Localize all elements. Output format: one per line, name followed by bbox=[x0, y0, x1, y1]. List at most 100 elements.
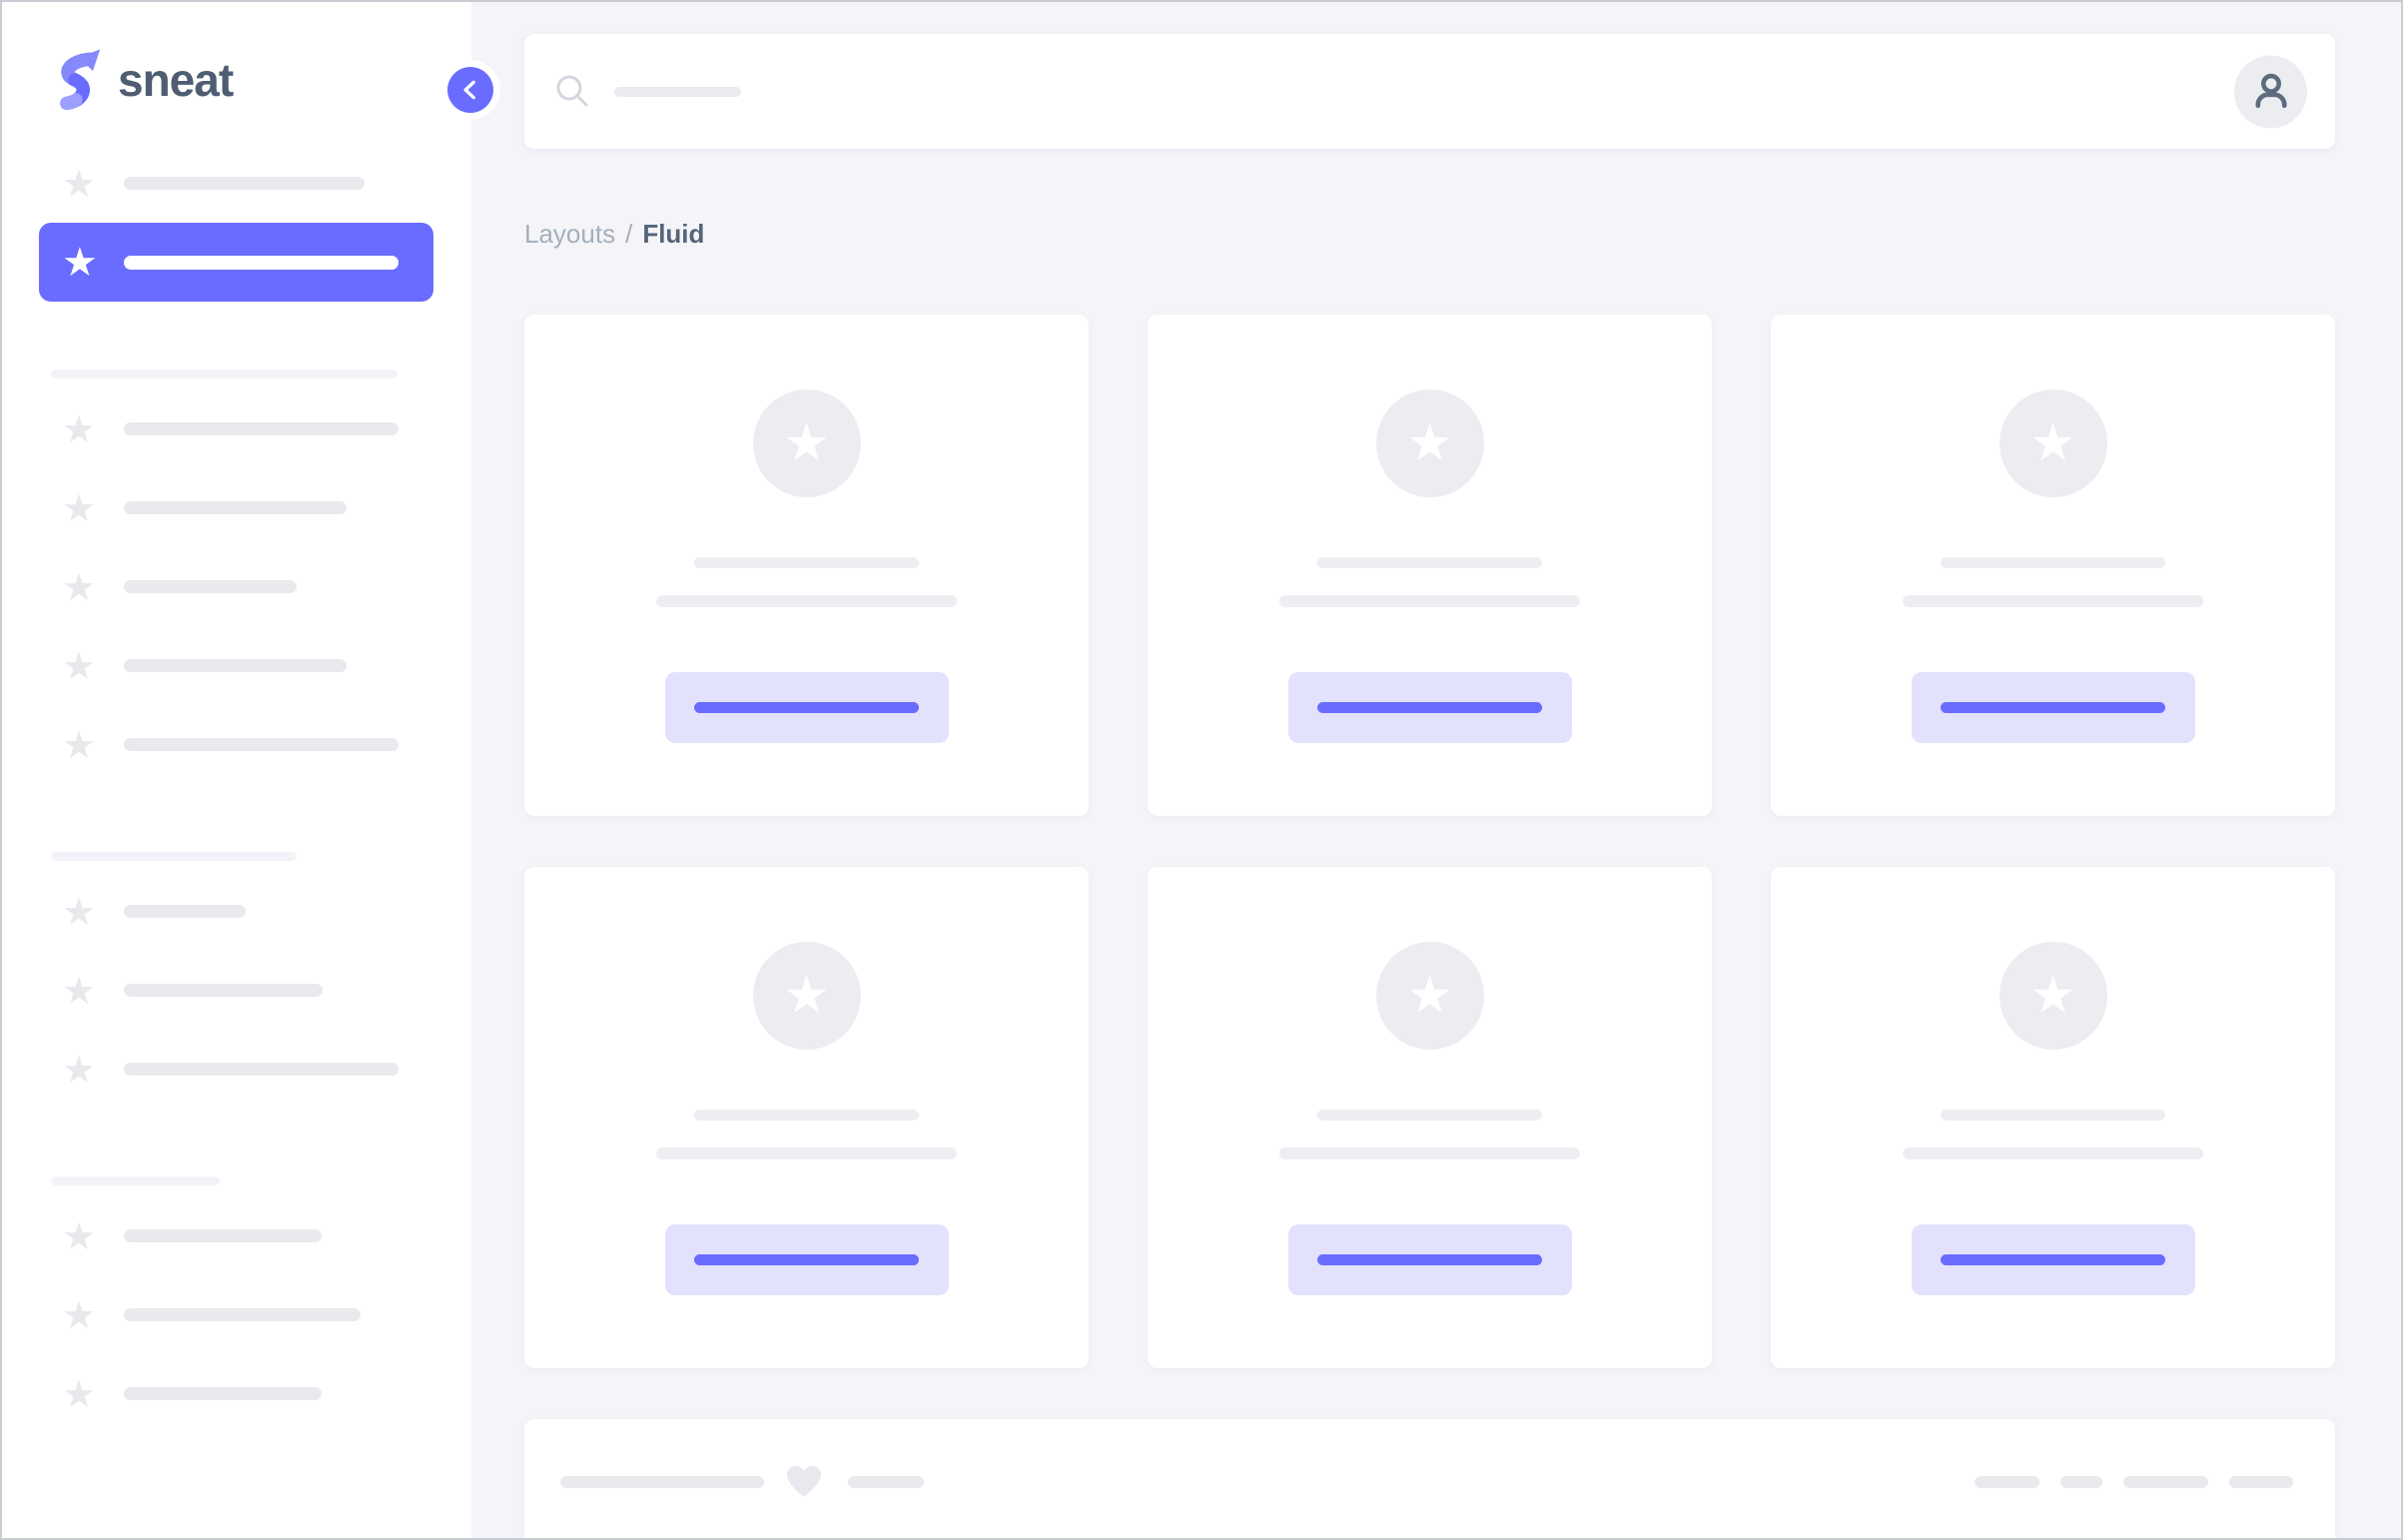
sidebar-item-active[interactable]: ★ bbox=[39, 223, 433, 302]
heart-icon bbox=[787, 1466, 821, 1497]
sidebar-item[interactable]: ★ bbox=[2, 872, 471, 951]
breadcrumb-parent[interactable]: Layouts bbox=[524, 219, 616, 249]
card-action-button[interactable] bbox=[1287, 1224, 1572, 1295]
footer-link-skeleton[interactable] bbox=[1975, 1476, 2039, 1488]
star-icon: ★ bbox=[783, 966, 830, 1026]
sidebar-item[interactable]: ★ bbox=[2, 468, 471, 547]
menu-section: ★ ★ ★ bbox=[2, 1176, 471, 1433]
sidebar-item[interactable]: ★ bbox=[2, 1030, 471, 1109]
sidebar-item[interactable]: ★ bbox=[2, 547, 471, 626]
footer-text-skeleton bbox=[560, 1476, 764, 1488]
sidebar-item[interactable]: ★ bbox=[2, 626, 471, 705]
menu-label-skeleton bbox=[124, 422, 399, 435]
button-label-skeleton bbox=[694, 1254, 919, 1265]
menu-label-skeleton bbox=[124, 255, 399, 270]
demo-card: ★ bbox=[1148, 867, 1712, 1368]
sidebar-collapse-button[interactable] bbox=[447, 67, 493, 113]
menu-label-skeleton bbox=[124, 905, 246, 918]
star-icon: ★ bbox=[62, 1371, 97, 1416]
star-icon: ★ bbox=[62, 564, 97, 609]
sidebar-item[interactable]: ★ bbox=[2, 705, 471, 784]
footer-card bbox=[524, 1419, 2335, 1538]
demo-card: ★ bbox=[1771, 315, 2335, 816]
card-subtitle-skeleton bbox=[656, 595, 957, 607]
menu-section-header-skeleton bbox=[51, 852, 297, 861]
star-icon: ★ bbox=[62, 722, 97, 767]
sidebar-item[interactable]: ★ bbox=[2, 1196, 471, 1275]
footer-link-skeleton[interactable] bbox=[2229, 1476, 2293, 1488]
footer-link-skeleton[interactable] bbox=[2123, 1476, 2208, 1488]
button-label-skeleton bbox=[1941, 702, 2165, 713]
card-avatar: ★ bbox=[1375, 942, 1484, 1050]
brand[interactable]: sneat bbox=[48, 47, 471, 113]
menu-label-skeleton bbox=[124, 1308, 361, 1321]
card-action-button[interactable] bbox=[664, 1224, 949, 1295]
menu-section: ★ ★ ★ ★ ★ bbox=[2, 370, 471, 784]
card-action-button[interactable] bbox=[1911, 1224, 2195, 1295]
menu-section-header-skeleton bbox=[51, 1176, 220, 1185]
card-avatar: ★ bbox=[1999, 389, 2107, 497]
user-icon bbox=[2254, 73, 2287, 109]
card-subtitle-skeleton bbox=[1903, 595, 2203, 607]
card-subtitle-skeleton bbox=[1279, 1148, 1580, 1159]
sidebar-item[interactable]: ★ bbox=[2, 1275, 471, 1354]
menu-label-skeleton bbox=[124, 1229, 322, 1242]
star-icon: ★ bbox=[62, 1213, 97, 1258]
card-action-button[interactable] bbox=[664, 672, 949, 743]
card-avatar: ★ bbox=[1375, 389, 1484, 497]
demo-card: ★ bbox=[1148, 315, 1712, 816]
menu-label-skeleton bbox=[124, 501, 347, 514]
menu-section: ★ ★ ★ bbox=[2, 852, 471, 1109]
sidebar-item[interactable]: ★ bbox=[2, 389, 471, 468]
star-icon: ★ bbox=[62, 889, 97, 934]
card-subtitle-skeleton bbox=[656, 1148, 957, 1159]
footer-link-skeleton[interactable] bbox=[2060, 1476, 2102, 1488]
card-action-button[interactable] bbox=[1287, 672, 1572, 743]
search-icon bbox=[556, 75, 588, 106]
footer-text-skeleton bbox=[848, 1476, 924, 1488]
demo-card: ★ bbox=[524, 867, 1089, 1368]
sneat-logo-mark bbox=[60, 49, 101, 111]
menu-label-skeleton bbox=[124, 659, 347, 672]
demo-card: ★ bbox=[524, 315, 1089, 816]
menu-label-skeleton bbox=[124, 738, 399, 751]
sidebar-item[interactable]: ★ bbox=[2, 1354, 471, 1433]
star-icon: ★ bbox=[62, 1047, 97, 1092]
star-icon: ★ bbox=[62, 1292, 97, 1337]
menu-section: ★ ★ bbox=[2, 144, 471, 302]
star-icon: ★ bbox=[2029, 413, 2076, 473]
sidebar-item[interactable]: ★ bbox=[2, 951, 471, 1030]
breadcrumb-separator: / bbox=[625, 219, 633, 249]
menu-section-header-skeleton bbox=[51, 370, 398, 379]
star-icon: ★ bbox=[62, 643, 97, 688]
star-icon: ★ bbox=[783, 413, 830, 473]
sidebar-item[interactable]: ★ bbox=[2, 144, 471, 223]
button-label-skeleton bbox=[1317, 1254, 1542, 1265]
card-title-skeleton bbox=[1941, 1110, 2165, 1121]
sidebar: sneat ★ ★ ★ ★ ★ ★ ★ ★ ★ ★ ★ ★ ★ bbox=[2, 2, 471, 1538]
card-avatar: ★ bbox=[1999, 942, 2107, 1050]
brand-name: sneat bbox=[118, 54, 234, 106]
card-action-button[interactable] bbox=[1911, 672, 2195, 743]
star-icon: ★ bbox=[2029, 966, 2076, 1026]
menu-label-skeleton bbox=[124, 580, 297, 593]
search-placeholder-skeleton bbox=[614, 86, 741, 97]
card-avatar: ★ bbox=[752, 942, 861, 1050]
card-subtitle-skeleton bbox=[1903, 1148, 2203, 1159]
search-control[interactable] bbox=[554, 34, 741, 149]
star-icon: ★ bbox=[62, 406, 97, 451]
user-avatar-button[interactable] bbox=[2234, 55, 2307, 128]
card-avatar: ★ bbox=[752, 389, 861, 497]
card-title-skeleton bbox=[694, 1110, 919, 1121]
star-icon: ★ bbox=[62, 485, 97, 530]
top-navbar bbox=[524, 34, 2335, 149]
menu-label-skeleton bbox=[124, 984, 323, 997]
breadcrumb: Layouts / Fluid bbox=[524, 220, 2335, 248]
menu-label-skeleton bbox=[124, 1063, 399, 1076]
footer-left-group bbox=[560, 1462, 924, 1502]
card-title-skeleton bbox=[1317, 1110, 1542, 1121]
sidebar-menu: ★ ★ ★ ★ ★ ★ ★ ★ ★ ★ ★ ★ ★ bbox=[2, 144, 471, 1433]
footer-links-group bbox=[1975, 1476, 2293, 1488]
card-subtitle-skeleton bbox=[1279, 595, 1580, 607]
